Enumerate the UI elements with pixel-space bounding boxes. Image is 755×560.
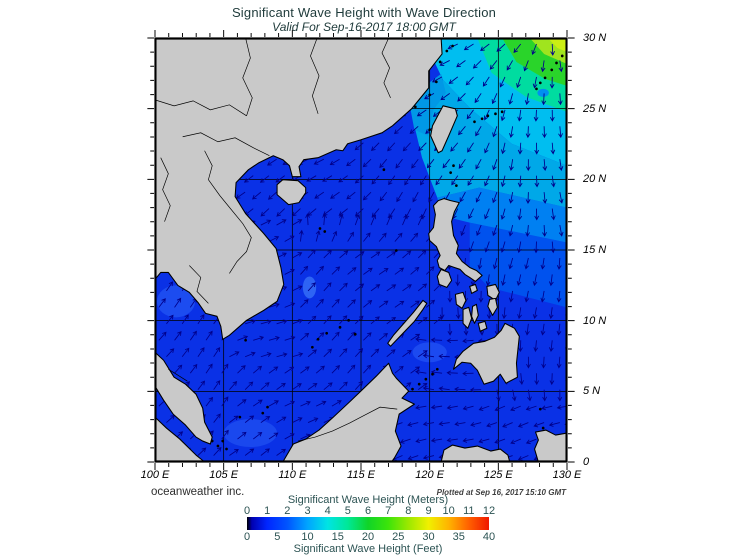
legend-meters-tick: 11 — [463, 505, 475, 517]
legend-meters-tick: 9 — [425, 505, 432, 517]
legend-feet-tick: 35 — [452, 531, 465, 543]
wave-direction-arrows — [155, 41, 567, 461]
small-islands — [210, 44, 564, 451]
legend-title-feet: Significant Wave Height (Feet) — [293, 543, 443, 555]
legend-feet-tick: 20 — [361, 531, 375, 543]
land-mindoro — [436, 268, 453, 288]
legend-meters-tick: 2 — [284, 505, 291, 517]
legend-meters-tick: 3 — [304, 505, 311, 517]
map-plot-area — [147, 30, 575, 470]
plotted-at-text: Plotted at Sep 16, 2017 15:10 GMT — [436, 488, 566, 497]
land-palawan — [387, 299, 428, 347]
land-leyte — [487, 297, 498, 316]
legend-meters-tick: 7 — [385, 505, 392, 517]
land-hainan — [276, 179, 307, 206]
land-negros — [462, 306, 473, 329]
land-masbate — [469, 283, 478, 294]
land-luzon — [428, 198, 483, 282]
political-borders — [154, 37, 398, 442]
map-canvas — [147, 30, 575, 470]
wave-height-field — [156, 38, 567, 448]
land-samar — [486, 283, 500, 301]
legend-meters-tick: 12 — [482, 505, 496, 517]
land-borneo — [282, 362, 415, 463]
lat-label: 20 N — [583, 173, 607, 186]
lon-label: 105 E — [209, 469, 239, 481]
lon-label: 130 E — [552, 469, 582, 481]
degree-ticks — [147, 30, 575, 470]
land-taiwan — [430, 105, 458, 154]
legend-feet-tick: 30 — [422, 531, 435, 543]
legend-feet-tick: 15 — [331, 531, 344, 543]
legend-meters-tick: 0 — [243, 505, 251, 517]
legend-color-bar — [247, 517, 489, 530]
legend-feet-tick: 5 — [274, 531, 281, 543]
map-border — [154, 37, 568, 463]
lat-label: 5 N — [583, 385, 601, 398]
legend-title-meters: Significant Wave Height (Meters) — [287, 494, 449, 506]
lat-label: 0 — [583, 456, 590, 468]
legend-feet-tick: 25 — [392, 531, 405, 543]
lon-label: 100 E — [140, 469, 170, 481]
land-mindanao — [452, 322, 520, 385]
land-halmahera — [534, 429, 568, 463]
legend-meters-tick: 6 — [364, 505, 372, 517]
lon-label: 125 E — [483, 469, 513, 481]
lat-label: 30 N — [583, 32, 607, 44]
land-bohol — [477, 320, 488, 332]
legend-meters-tick: 5 — [344, 505, 351, 517]
legend-feet-tick: 40 — [482, 531, 496, 543]
lon-label: 120 E — [415, 469, 445, 481]
lat-label: 10 N — [583, 314, 607, 327]
land-masses — [154, 37, 568, 463]
land-sulawesi — [440, 444, 511, 463]
credit-text: oceanweather inc. — [151, 486, 245, 498]
legend-meters-tick: 10 — [442, 505, 455, 517]
lat-label: 15 N — [583, 244, 607, 256]
lon-label: 110 E — [278, 469, 307, 481]
legend-feet-tick: 10 — [301, 531, 314, 543]
legend-meters-tick: 1 — [264, 505, 271, 517]
land-panay — [454, 291, 467, 309]
valid-time-subtitle: Valid For Sep-16-2017 18:00 GMT — [272, 20, 456, 34]
land-cebu — [471, 303, 479, 324]
lat-label: 25 N — [583, 102, 607, 115]
land-mainland-asia — [154, 37, 443, 340]
legend-meters-tick: 8 — [405, 505, 412, 517]
legend-feet-tick: 0 — [243, 531, 251, 543]
lon-label: 115 E — [347, 469, 375, 481]
page-title: Significant Wave Height with Wave Direct… — [231, 5, 497, 20]
legend-meters-tick: 4 — [324, 505, 331, 517]
